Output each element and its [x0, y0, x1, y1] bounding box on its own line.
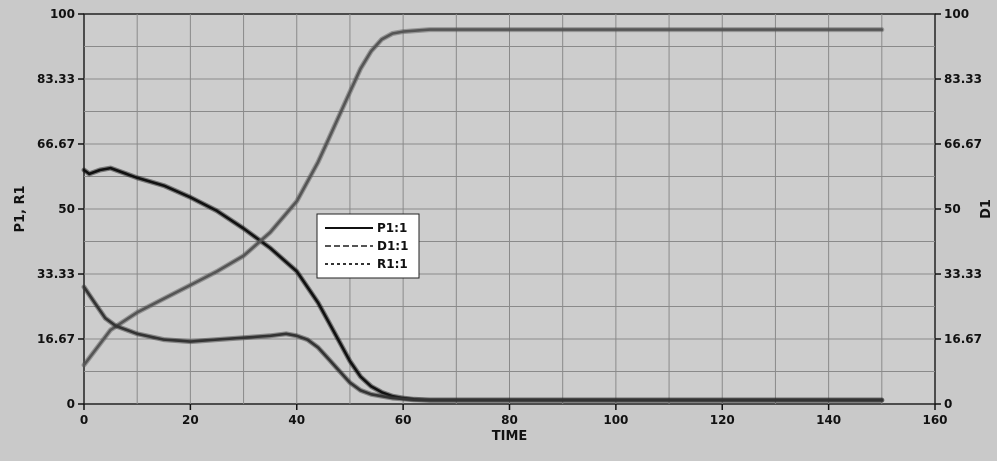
y-right-tick-label: 33.33 — [944, 267, 982, 281]
y-right-tick-label: 100 — [944, 7, 969, 21]
x-axis-title: TIME — [492, 429, 528, 444]
x-tick-label: 140 — [816, 413, 841, 427]
y-left-tick-label: 33.33 — [37, 267, 75, 281]
y-axis-right-title: D1 — [979, 199, 994, 219]
x-tick-label: 20 — [182, 413, 199, 427]
x-tick-label: 40 — [288, 413, 305, 427]
legend-label: D1:1 — [377, 239, 408, 253]
y-left-tick-label: 83.33 — [37, 72, 75, 86]
y-left-tick-label: 50 — [58, 202, 75, 216]
x-tick-label: 60 — [395, 413, 412, 427]
series-d11-line — [82, 28, 884, 367]
y-right-tick-label: 0 — [944, 397, 952, 411]
legend-label: P1:1 — [377, 221, 407, 235]
x-tick-label: 80 — [501, 413, 518, 427]
x-tick-label: 0 — [80, 413, 88, 427]
y-axis-left: 0 16.67 33.33 50 66.67 83.33 100 — [37, 7, 84, 411]
x-tick-label: 100 — [603, 413, 628, 427]
y-left-tick-label: 0 — [67, 397, 75, 411]
series-group — [81, 27, 885, 403]
y-left-tick-label: 16.67 — [37, 332, 75, 346]
y-right-tick-label: 66.67 — [944, 137, 982, 151]
y-axis-left-title: P1, R1 — [13, 185, 28, 232]
series-r11-line — [82, 285, 884, 402]
y-left-tick-label: 66.67 — [37, 137, 75, 151]
x-axis: 0 20 40 60 80 100 120 140 160 — [80, 404, 948, 427]
grid-lines — [84, 14, 935, 404]
legend: P1:1 D1:1 R1:1 — [316, 213, 420, 279]
y-right-tick-label: 83.33 — [944, 72, 982, 86]
y-right-tick-label: 16.67 — [944, 332, 982, 346]
y-axis-right: 0 16.67 33.33 50 66.67 83.33 100 — [935, 7, 982, 411]
y-right-tick-label: 50 — [944, 202, 961, 216]
x-tick-label: 160 — [922, 413, 947, 427]
legend-label: R1:1 — [377, 257, 408, 271]
y-left-tick-label: 100 — [50, 7, 75, 21]
x-tick-label: 120 — [710, 413, 735, 427]
